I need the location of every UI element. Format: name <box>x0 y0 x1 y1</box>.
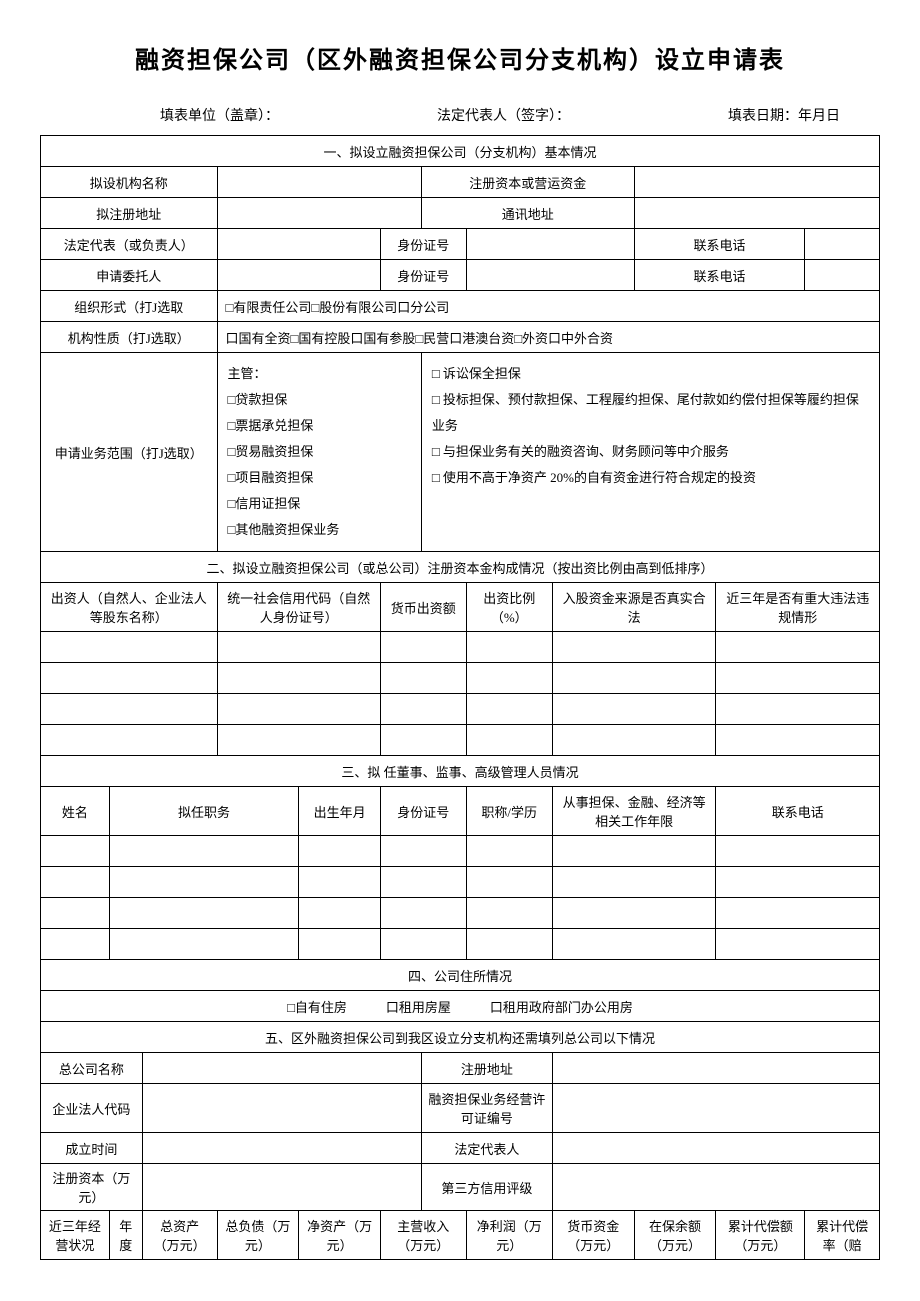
s3-exp: 从事担保、金融、经济等相关工作年限 <box>552 787 716 836</box>
s5-assets: 总资产（万元） <box>142 1211 217 1260</box>
s5-company-label: 总公司名称 <box>41 1053 143 1084</box>
s3-name: 姓名 <box>41 787 110 836</box>
s5-legalrep-value[interactable] <box>552 1133 879 1164</box>
section3-title: 三、拟 任董事、监事、高级管理人员情况 <box>41 756 880 787</box>
org-form-label: 组织形式（打J选取 <box>41 291 218 322</box>
s5-license-label: 融资担保业务经营许可证编号 <box>421 1084 552 1133</box>
section2-title: 二、拟设立融资担保公司（或总公司）注册资本金构成情况（按出资比例由高到低排序） <box>41 552 880 583</box>
phone-value2[interactable] <box>805 260 880 291</box>
id-value1[interactable] <box>466 229 634 260</box>
s2-row[interactable] <box>41 725 218 756</box>
s3-row[interactable] <box>41 867 110 898</box>
s2-violation: 近三年是否有重大违法违规情形 <box>716 583 880 632</box>
s3-position: 拟任职务 <box>109 787 298 836</box>
legal-rep-value[interactable] <box>217 229 380 260</box>
s2-row[interactable] <box>41 632 218 663</box>
id-label1: 身份证号 <box>380 229 466 260</box>
s5-establish-value[interactable] <box>142 1133 421 1164</box>
s5-profit: 净利润（万元） <box>466 1211 552 1260</box>
s2-row[interactable] <box>41 694 218 725</box>
id-label2: 身份证号 <box>380 260 466 291</box>
s5-cash: 货币资金（万元） <box>552 1211 634 1260</box>
s3-row[interactable] <box>41 929 110 960</box>
comm-addr-label: 通讯地址 <box>421 198 634 229</box>
s5-regcap-label: 注册资本（万元） <box>41 1164 143 1211</box>
reg-addr-value[interactable] <box>217 198 421 229</box>
s5-year: 年度 <box>109 1211 142 1260</box>
s5-fin-label: 近三年经营状况 <box>41 1211 110 1260</box>
s2-code: 统一社会信用代码（自然人身份证号） <box>217 583 380 632</box>
s3-birth: 出生年月 <box>299 787 381 836</box>
s5-regaddr-label: 注册地址 <box>421 1053 552 1084</box>
s5-balance: 在保余额（万元） <box>634 1211 716 1260</box>
s3-row[interactable] <box>41 898 110 929</box>
s3-row[interactable] <box>41 836 110 867</box>
s2-source: 入股资金来源是否真实合法 <box>552 583 716 632</box>
s5-regaddr-value[interactable] <box>552 1053 879 1084</box>
comm-addr-value[interactable] <box>634 198 879 229</box>
org-form-opts[interactable]: □有限责任公司□股份有限公司口分公司 <box>217 291 880 322</box>
scope-left[interactable]: 主管： □贷款担保 □票据承兑担保 □贸易融资担保 □项目融资担保 □信用证担保… <box>217 353 421 552</box>
biz-scope-label: 申请业务范围（打J选取） <box>41 353 218 552</box>
section5-title: 五、区外融资担保公司到我区设立分支机构还需填列总公司以下情况 <box>41 1022 880 1053</box>
reg-capital-label: 注册资本或营运资金 <box>421 167 634 198</box>
phone-value1[interactable] <box>805 229 880 260</box>
s5-legalcode-label: 企业法人代码 <box>41 1084 143 1133</box>
s3-title: 职称/学历 <box>466 787 552 836</box>
applicant-label: 申请委托人 <box>41 260 218 291</box>
id-value2[interactable] <box>466 260 634 291</box>
reg-addr-label: 拟注册地址 <box>41 198 218 229</box>
s3-phone: 联系电话 <box>716 787 880 836</box>
s2-amount: 货币出资额 <box>380 583 466 632</box>
phone-label1: 联系电话 <box>634 229 805 260</box>
header-line: 填表单位（盖章）： 法定代表人（签字）： 填表日期：年月日 <box>40 105 880 125</box>
scope-right[interactable]: □ 诉讼保全担保 □ 投标担保、预付款担保、工程履约担保、尾付款如约偿付担保等履… <box>421 353 879 552</box>
section4-title: 四、公司住所情况 <box>41 960 880 991</box>
s5-legalrep-label: 法定代表人 <box>421 1133 552 1164</box>
reg-capital-value[interactable] <box>634 167 879 198</box>
s5-income: 主营收入（万元） <box>380 1211 466 1260</box>
main-table: 一、拟设立融资担保公司（分支机构）基本情况 拟设机构名称 注册资本或营运资金 拟… <box>40 135 880 1260</box>
document-title: 融资担保公司（区外融资担保公司分支机构）设立申请表 <box>40 40 880 75</box>
phone-label2: 联系电话 <box>634 260 805 291</box>
unit-label: 填表单位（盖章）： <box>160 105 279 125</box>
applicant-value[interactable] <box>217 260 380 291</box>
legal-rep-label: 法定代表（或负责人） <box>41 229 218 260</box>
s5-debt: 总负债（万元） <box>217 1211 299 1260</box>
org-nature-label: 机构性质（打J选取） <box>41 322 218 353</box>
s5-cumrate: 累计代偿率（赔 <box>805 1211 880 1260</box>
org-name-value[interactable] <box>217 167 421 198</box>
section4-opts[interactable]: □自有住房 口租用房屋 口租用政府部门办公用房 <box>41 991 880 1022</box>
s2-ratio: 出资比例（%） <box>466 583 552 632</box>
s5-license-value[interactable] <box>552 1084 879 1133</box>
s5-rating-value[interactable] <box>552 1164 879 1211</box>
section1-title: 一、拟设立融资担保公司（分支机构）基本情况 <box>41 136 880 167</box>
s5-company-value[interactable] <box>142 1053 421 1084</box>
s5-cumamt: 累计代偿额（万元） <box>716 1211 805 1260</box>
s5-regcap-value[interactable] <box>142 1164 421 1211</box>
s5-net: 净资产（万元） <box>299 1211 381 1260</box>
s2-investor: 出资人（自然人、企业法人等股东名称） <box>41 583 218 632</box>
s5-establish-label: 成立时间 <box>41 1133 143 1164</box>
legal-label: 法定代表人（签字）： <box>437 105 570 125</box>
s3-id: 身份证号 <box>380 787 466 836</box>
date-label: 填表日期：年月日 <box>728 105 840 125</box>
org-nature-opts[interactable]: 口国有全资□国有控股口国有参股□民营口港澳台资□外资口中外合资 <box>217 322 880 353</box>
s2-row[interactable] <box>41 663 218 694</box>
s5-rating-label: 第三方信用评级 <box>421 1164 552 1211</box>
org-name-label: 拟设机构名称 <box>41 167 218 198</box>
s5-legalcode-value[interactable] <box>142 1084 421 1133</box>
